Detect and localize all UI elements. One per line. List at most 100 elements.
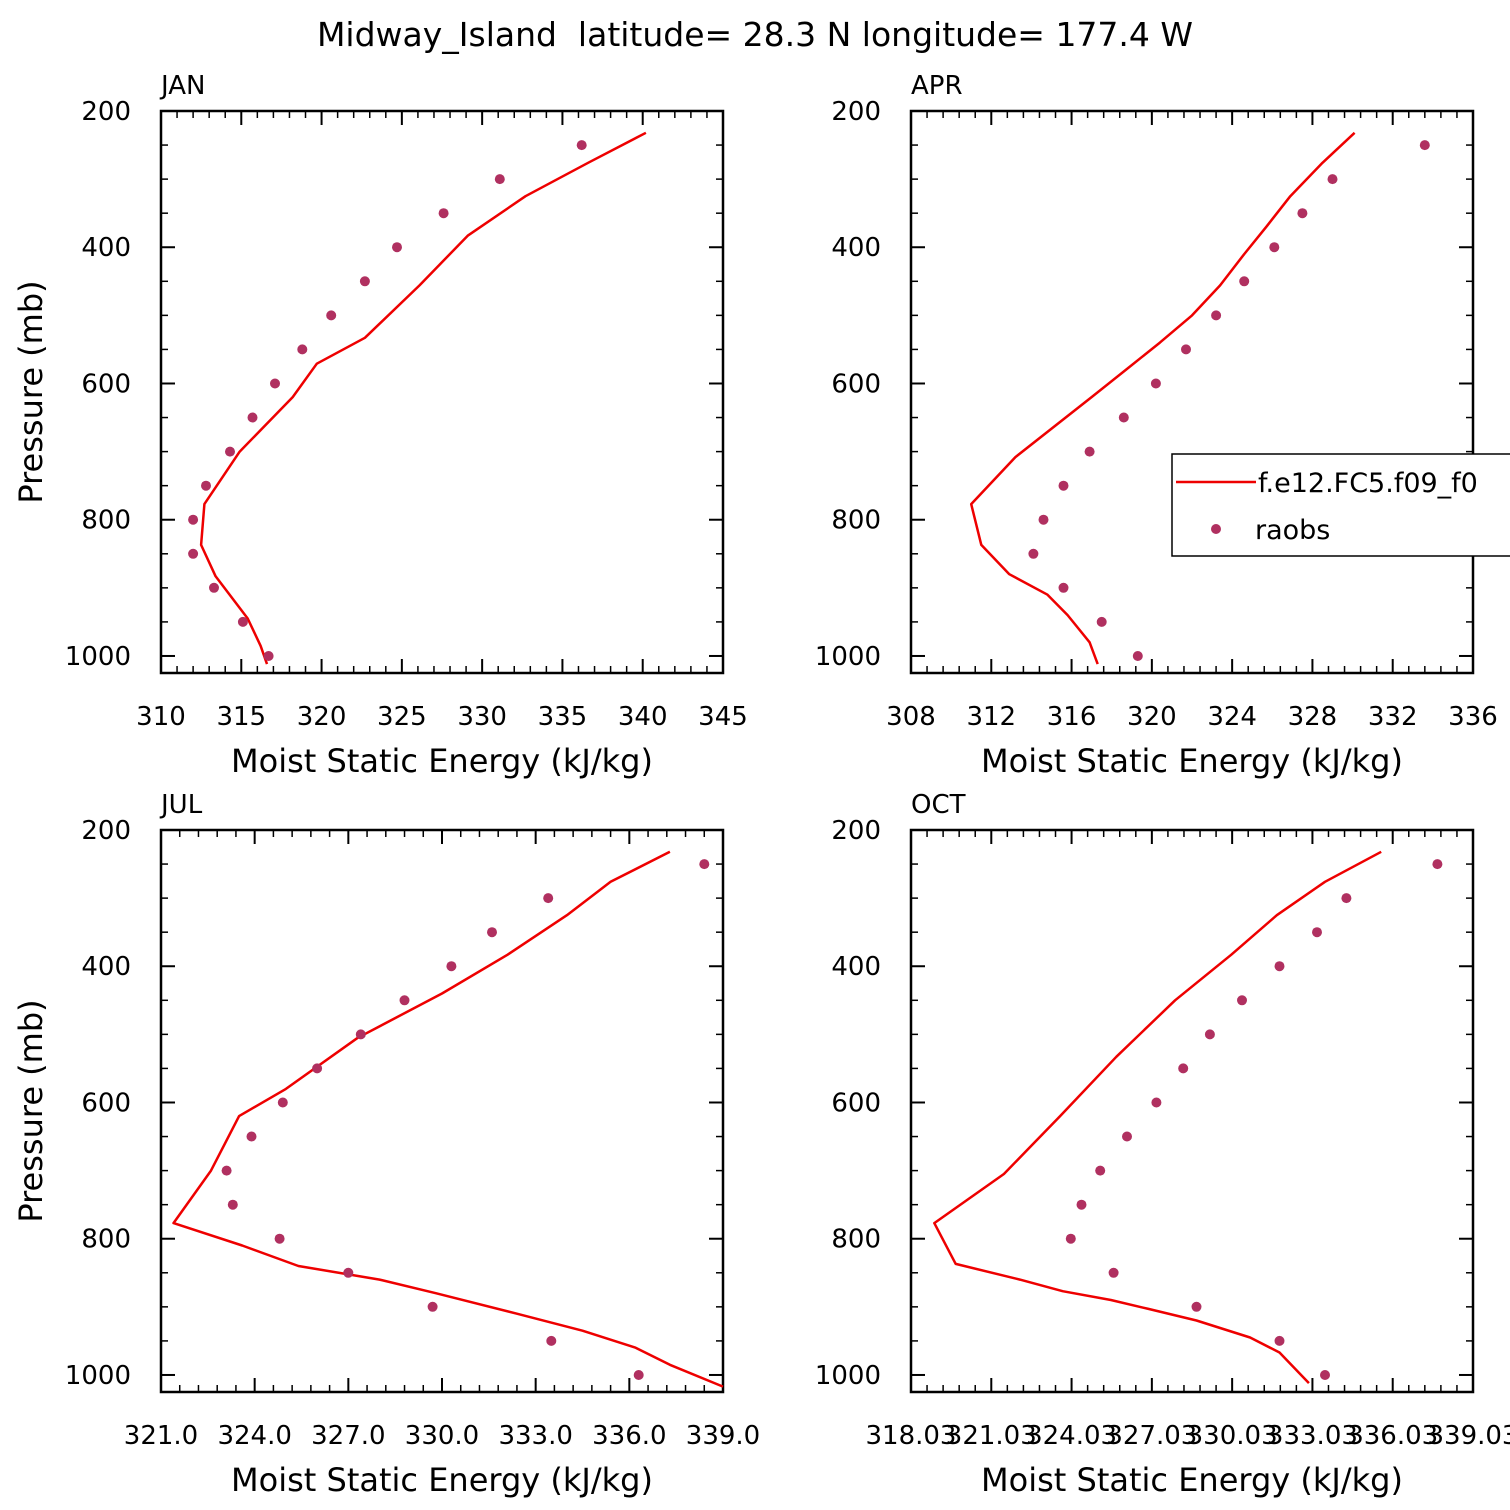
panels: JAN 310 315 320 325 330 335 340 345 200 400 600 800 1… bbox=[12, 71, 1510, 1499]
y-tick-label: 1000 bbox=[65, 1361, 131, 1391]
figure-title: Midway_Island latitude= 28.3 N longitude… bbox=[317, 15, 1193, 54]
obs-point bbox=[297, 344, 308, 355]
x-tick-label: 330 bbox=[457, 702, 507, 732]
obs-point bbox=[1118, 412, 1129, 423]
obs-point bbox=[1058, 582, 1069, 593]
panel-title: JAN bbox=[159, 71, 205, 101]
y-tick-label: 200 bbox=[831, 97, 881, 127]
obs-point bbox=[1132, 651, 1143, 661]
obs-point bbox=[1076, 1199, 1087, 1210]
model-series-line bbox=[969, 131, 1356, 665]
y-tick-label: 400 bbox=[831, 233, 881, 263]
x-tick-label: 335 bbox=[538, 702, 588, 732]
x-tick-label: 336.03 bbox=[1347, 1421, 1438, 1451]
y-axis-label: Pressure (mb) bbox=[12, 280, 50, 503]
y-tick-label: 200 bbox=[831, 816, 881, 846]
obs-point bbox=[427, 1301, 438, 1312]
y-tick-label: 800 bbox=[831, 1225, 881, 1255]
y-tick-label: 600 bbox=[81, 369, 131, 399]
obs-point bbox=[1204, 1029, 1215, 1040]
obs-point bbox=[1269, 242, 1280, 253]
obs-point bbox=[1327, 174, 1338, 185]
y-tick-label: 600 bbox=[81, 1088, 131, 1118]
legend-box bbox=[1171, 453, 1510, 557]
x-tick-label: 324.03 bbox=[1026, 1421, 1117, 1451]
obs-point bbox=[1122, 1131, 1132, 1142]
x-tick-label: 336 bbox=[1448, 702, 1498, 732]
obs-point bbox=[1432, 859, 1443, 870]
obs-point bbox=[392, 242, 402, 253]
y-tick-label: 600 bbox=[831, 369, 881, 399]
panel-title: JUL bbox=[159, 790, 203, 820]
model-series-line bbox=[933, 850, 1382, 1384]
legend: f.e12.FC5.f09_f0 raobs bbox=[1171, 453, 1510, 557]
obs-point bbox=[225, 446, 235, 457]
y-tick-label: 400 bbox=[81, 233, 131, 263]
obs-point bbox=[699, 859, 710, 870]
obs-point bbox=[237, 616, 248, 627]
obs-point bbox=[494, 174, 505, 185]
obs-point bbox=[1239, 276, 1250, 287]
obs-point bbox=[1320, 1370, 1330, 1380]
x-tick-label: 333.03 bbox=[1267, 1421, 1358, 1451]
legend-model-label: f.e12.FC5.f09_f0 bbox=[1258, 468, 1478, 499]
obs-point bbox=[1151, 1097, 1162, 1108]
obs-point bbox=[399, 995, 410, 1006]
plot-frame bbox=[159, 109, 725, 675]
y-tick-label: 1000 bbox=[65, 642, 131, 672]
obs-point bbox=[543, 893, 554, 904]
x-tick-label: 339.0 bbox=[686, 1421, 760, 1451]
y-tick-label: 1000 bbox=[815, 1361, 881, 1391]
obs-point bbox=[1058, 480, 1069, 491]
y-axis-label: Pressure (mb) bbox=[12, 999, 50, 1222]
obs-point bbox=[1419, 140, 1430, 151]
x-axis-label: Moist Static Energy (kJ/kg) bbox=[231, 1461, 653, 1499]
obs-point bbox=[188, 514, 199, 525]
y-tick-label: 600 bbox=[831, 1088, 881, 1118]
obs-point bbox=[1038, 514, 1049, 525]
x-tick-label: 321.03 bbox=[946, 1421, 1037, 1451]
obs-point bbox=[355, 1029, 366, 1040]
x-tick-label: 336.0 bbox=[592, 1421, 666, 1451]
obs-point bbox=[1095, 1165, 1106, 1176]
model-series-line bbox=[199, 131, 647, 665]
obs-point bbox=[277, 1097, 288, 1108]
y-tick-label: 400 bbox=[81, 952, 131, 982]
x-tick-label: 333.0 bbox=[498, 1421, 572, 1451]
x-tick-label: 315 bbox=[216, 702, 266, 732]
x-tick-label: 310 bbox=[136, 702, 186, 732]
x-tick-label: 312 bbox=[966, 702, 1016, 732]
obs-point bbox=[1096, 616, 1107, 627]
x-tick-label: 330.0 bbox=[405, 1421, 479, 1451]
panel-title: APR bbox=[911, 71, 963, 101]
x-tick-label: 324 bbox=[1207, 702, 1257, 732]
obs-point bbox=[227, 1199, 238, 1210]
y-tick-label: 800 bbox=[81, 1225, 131, 1255]
y-tick-label: 800 bbox=[831, 506, 881, 536]
x-tick-label: 308 bbox=[886, 702, 936, 732]
x-tick-label: 332 bbox=[1368, 702, 1418, 732]
x-tick-label: 345 bbox=[698, 702, 748, 732]
y-tick-label: 1000 bbox=[815, 642, 881, 672]
obs-point bbox=[1028, 548, 1039, 559]
panel-oct: OCT318.03321.03324.03327.03330.03333.033… bbox=[815, 790, 1510, 1499]
x-tick-label: 320 bbox=[1127, 702, 1177, 732]
obs-point bbox=[221, 1165, 232, 1176]
legend-obs-label: raobs bbox=[1255, 515, 1330, 546]
obs-point bbox=[546, 1335, 557, 1346]
obs-point bbox=[1178, 1063, 1189, 1074]
obs-point bbox=[1211, 310, 1222, 321]
obs-point bbox=[312, 1063, 323, 1074]
x-tick-label: 327.03 bbox=[1106, 1421, 1197, 1451]
obs-point bbox=[188, 548, 199, 559]
obs-point bbox=[1191, 1301, 1202, 1312]
plot-frame bbox=[909, 828, 1475, 1394]
x-tick-label: 316 bbox=[1047, 702, 1097, 732]
obs-point bbox=[633, 1370, 644, 1380]
obs-point bbox=[1181, 344, 1191, 355]
obs-point bbox=[201, 480, 211, 491]
y-tick-label: 400 bbox=[831, 952, 881, 982]
obs-point bbox=[1237, 995, 1247, 1006]
obs-point bbox=[247, 412, 258, 423]
